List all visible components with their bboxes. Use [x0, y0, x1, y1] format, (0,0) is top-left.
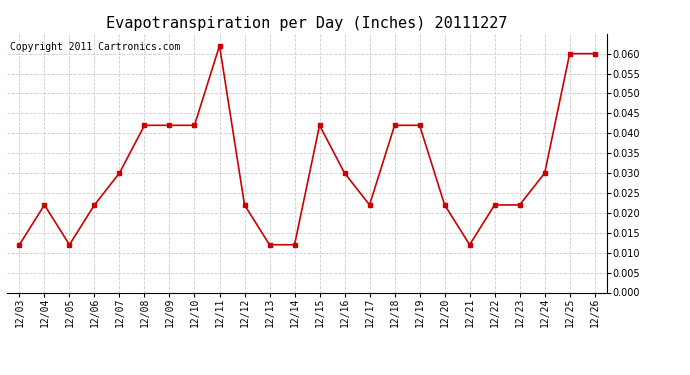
Text: Copyright 2011 Cartronics.com: Copyright 2011 Cartronics.com — [10, 42, 180, 51]
Title: Evapotranspiration per Day (Inches) 20111227: Evapotranspiration per Day (Inches) 2011… — [106, 16, 508, 31]
